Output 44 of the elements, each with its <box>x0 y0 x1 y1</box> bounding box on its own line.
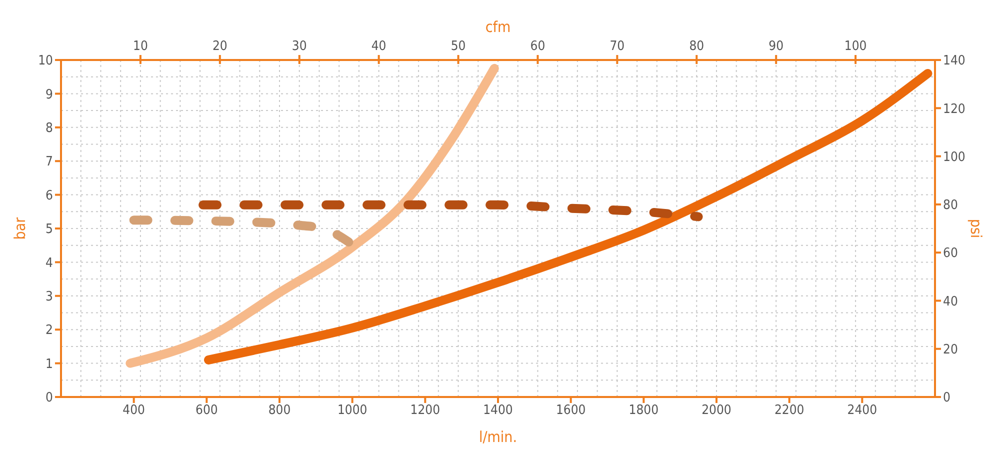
y2-tick-label: 80 <box>943 198 958 214</box>
x-tick-label: 2400 <box>847 403 878 418</box>
y-tick-label: 10 <box>38 54 53 69</box>
x-axis-title: l/min. <box>478 428 518 446</box>
y-tick-label: 6 <box>46 188 53 204</box>
x-tick-label: 2200 <box>774 403 804 418</box>
x-tick-label: 2000 <box>702 403 732 418</box>
x2-tick-label: 10 <box>133 39 148 54</box>
x2-axis-title: cfm <box>485 18 511 36</box>
x-tick-label: 1600 <box>556 403 586 418</box>
x2-tick-label: 90 <box>768 39 784 54</box>
x2-tick-label: 80 <box>689 39 704 54</box>
y2-tick-label: 20 <box>943 342 958 358</box>
y2-tick-label: 100 <box>943 150 966 165</box>
y-tick-label: 0 <box>46 390 53 406</box>
y-tick-label: 1 <box>46 356 53 372</box>
y-tick-label: 2 <box>46 323 53 338</box>
y2-tick-label: 140 <box>943 54 966 69</box>
x2-tick-label: 50 <box>450 39 466 54</box>
y-tick-label: 3 <box>46 290 53 305</box>
x-tick-label: 1400 <box>483 403 513 418</box>
x2-tick-label: 30 <box>292 39 307 54</box>
y2-tick-label: 60 <box>943 246 958 262</box>
y2-axis-title: psi <box>967 218 985 238</box>
x-tick-label: 1200 <box>410 403 440 418</box>
x2-tick-label: 100 <box>844 39 867 54</box>
x-tick-label: 1800 <box>628 403 659 418</box>
y-tick-label: 8 <box>46 121 53 136</box>
x-tick-label: 1000 <box>337 403 368 418</box>
y2-tick-label: 40 <box>943 294 958 310</box>
x-tick-label: 800 <box>268 403 291 418</box>
y2-tick-label: 120 <box>943 102 966 117</box>
x-tick-label: 600 <box>196 403 218 418</box>
y2-tick-label: 0 <box>943 390 950 406</box>
y-tick-label: 4 <box>46 256 53 271</box>
y-tick-label: 7 <box>46 154 53 170</box>
y-tick-label: 5 <box>46 222 53 238</box>
y-axis-title: bar <box>11 216 29 240</box>
y-tick-label: 9 <box>46 87 53 102</box>
x2-tick-label: 20 <box>212 39 228 54</box>
x2-tick-label: 40 <box>371 39 386 54</box>
x2-tick-label: 70 <box>610 39 625 54</box>
x2-tick-label: 60 <box>530 39 546 54</box>
x-tick-label: 400 <box>122 403 145 418</box>
